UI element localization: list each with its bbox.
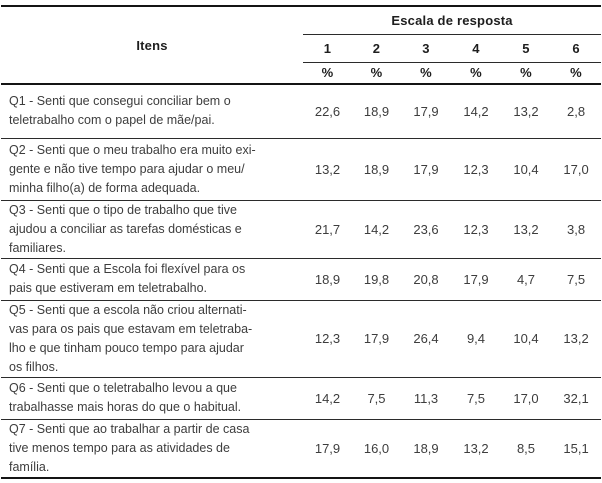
value-cell: 12,3 bbox=[451, 138, 501, 201]
scale-point-header: 3 bbox=[401, 34, 451, 63]
value-cell: 17,9 bbox=[314, 440, 341, 456]
table-row-q4: Q4 - Senti que a Escola foi flexível par… bbox=[1, 258, 602, 301]
value-cell: 10,4 bbox=[501, 138, 551, 201]
item-text: Q3 - Senti que o tipo de trabalho que ti… bbox=[1, 200, 303, 259]
value-cell: 13,2 bbox=[463, 440, 489, 456]
value-cell: 17,9 bbox=[352, 300, 401, 378]
scale-group-header: Escala de resposta bbox=[303, 6, 602, 35]
value-cell: 8,5 bbox=[516, 440, 536, 456]
value-cell: 17,0 bbox=[501, 377, 551, 420]
value-cell: 21,7 bbox=[303, 200, 352, 259]
survey-table: Itens Escala de resposta 1 2 3 4 5 6 % %… bbox=[1, 5, 602, 479]
value-cell: 18,9 bbox=[352, 138, 401, 201]
value-cell: 7,5 bbox=[451, 377, 501, 420]
value-cell: 12,3 bbox=[303, 300, 352, 378]
table-row-q2: Q2 - Senti que o meu trabalho era muito … bbox=[1, 138, 602, 201]
value-cell: 18,9 bbox=[352, 84, 401, 139]
value-cell: 32,1 bbox=[551, 377, 602, 420]
value-cell: 10,4 bbox=[501, 300, 551, 378]
item-text: Q6 - Senti que o teletrabalho levou a qu… bbox=[1, 377, 303, 420]
item-text: Q5 - Senti que a escola não criou altern… bbox=[1, 300, 303, 378]
value-cell: 17,9 bbox=[401, 138, 451, 201]
value-cell: 13,2 bbox=[551, 300, 602, 378]
table-row-q7: Q7 - Senti que ao trabalhar a partir de … bbox=[1, 419, 601, 478]
value-cell: 11,3 bbox=[401, 377, 451, 420]
value-cell: 4,7 bbox=[501, 258, 551, 301]
value-cell: 17,9 bbox=[451, 258, 501, 301]
value-cell: 17,0 bbox=[551, 138, 602, 201]
table-row-q5: Q5 - Senti que a escola não criou altern… bbox=[1, 300, 602, 378]
scale-point-header: 2 bbox=[352, 34, 401, 63]
table-row-q1: Q1 - Senti que consegui conciliar bem o … bbox=[1, 84, 602, 139]
value-cell: 16,0 bbox=[363, 440, 390, 456]
value-cell: 3,8 bbox=[551, 200, 602, 259]
scale-point-header: 5 bbox=[501, 34, 551, 63]
value-cell: 7,5 bbox=[551, 258, 602, 301]
table-row-q6: Q6 - Senti que o teletrabalho levou a qu… bbox=[1, 377, 602, 420]
item-text: Q1 - Senti que consegui conciliar bem o … bbox=[1, 84, 303, 139]
value-cell: 15,1 bbox=[563, 440, 589, 456]
value-cell: 13,2 bbox=[501, 84, 551, 139]
item-text: Q4 - Senti que a Escola foi flexível par… bbox=[1, 258, 303, 301]
paper-table-page: Itens Escala de resposta 1 2 3 4 5 6 % %… bbox=[0, 5, 602, 483]
value-cell: 19,8 bbox=[352, 258, 401, 301]
unit-header: % bbox=[352, 62, 401, 85]
table-row-q3: Q3 - Senti que o tipo de trabalho que ti… bbox=[1, 200, 602, 259]
value-cell: 17,9 bbox=[401, 84, 451, 139]
unit-header: % bbox=[501, 62, 551, 85]
value-cell: 14,2 bbox=[451, 84, 501, 139]
value-cell: 23,6 bbox=[401, 200, 451, 259]
value-cell: 12,3 bbox=[451, 200, 501, 259]
value-cell: 18,9 bbox=[303, 258, 352, 301]
value-cell: 22,6 bbox=[303, 84, 352, 139]
unit-header: % bbox=[451, 62, 501, 85]
value-cell: 2,8 bbox=[551, 84, 602, 139]
item-text: Q7 - Senti que ao trabalhar a partir de … bbox=[9, 421, 250, 474]
value-cell: 26,4 bbox=[401, 300, 451, 378]
value-cell: 14,2 bbox=[303, 377, 352, 420]
scale-point-header: 4 bbox=[451, 34, 501, 63]
unit-header: % bbox=[401, 62, 451, 85]
unit-header: % bbox=[551, 62, 602, 85]
items-column-header: Itens bbox=[1, 6, 303, 85]
unit-header: % bbox=[303, 62, 352, 85]
scale-point-header: 1 bbox=[303, 34, 352, 63]
value-cell: 20,8 bbox=[401, 258, 451, 301]
scale-point-header: 6 bbox=[551, 34, 602, 63]
value-cell: 18,9 bbox=[413, 440, 439, 456]
value-cell: 13,2 bbox=[501, 200, 551, 259]
item-text: Q2 - Senti que o meu trabalho era muito … bbox=[1, 138, 303, 201]
value-cell: 13,2 bbox=[303, 138, 352, 201]
value-cell: 9,4 bbox=[451, 300, 501, 378]
value-cell: 7,5 bbox=[352, 377, 401, 420]
value-cell: 14,2 bbox=[352, 200, 401, 259]
